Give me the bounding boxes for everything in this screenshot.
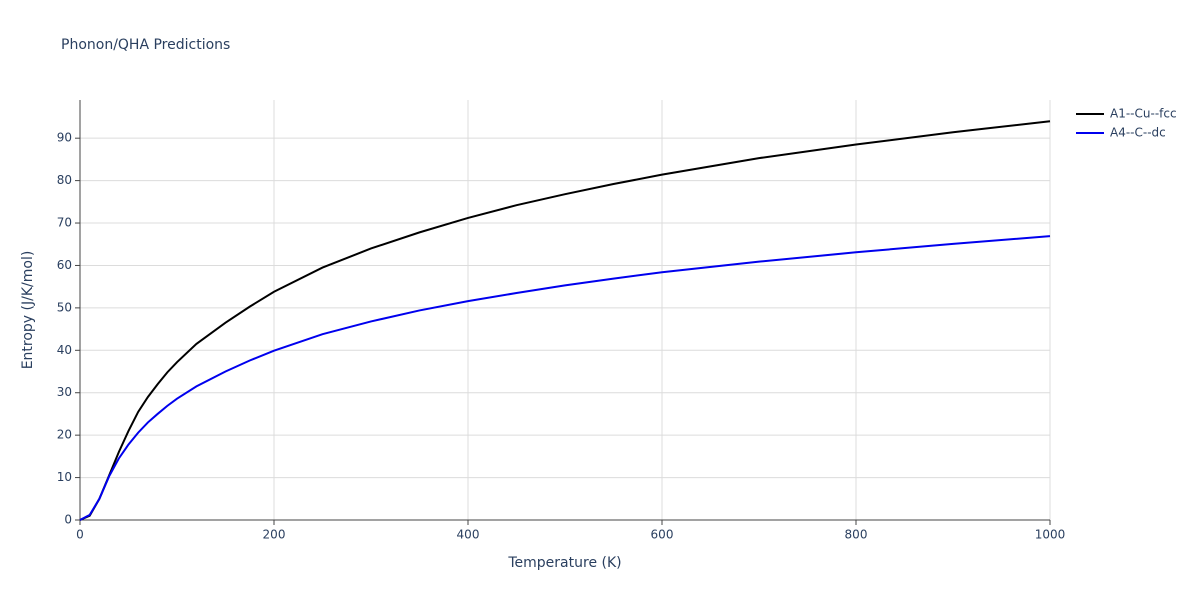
x-tick-label: 800 [845,528,868,542]
x-tick-label: 0 [76,528,84,542]
y-tick-label: 0 [64,513,72,527]
y-tick-label: 80 [57,173,72,187]
x-tick-label: 200 [263,528,286,542]
x-axis-title: Temperature (K) [507,555,621,571]
chart-title: Phonon/QHA Predictions [61,37,230,53]
y-tick-label: 90 [57,131,72,145]
y-tick-label: 50 [57,300,72,314]
y-axis-title: Entropy (J/K/mol) [20,251,36,370]
y-tick-label: 60 [57,258,72,272]
x-tick-label: 400 [457,528,480,542]
x-tick-label: 600 [651,528,674,542]
series-line [79,235,1051,521]
legend-label: A4--C--dc [1110,126,1166,140]
series-line [79,120,1051,521]
y-tick-label: 30 [57,385,72,399]
y-tick-label: 10 [57,470,72,484]
y-tick-label: 20 [57,428,72,442]
y-tick-label: 40 [57,343,72,357]
legend-label: A1--Cu--fcc [1110,107,1177,121]
x-tick-label: 1000 [1035,528,1066,542]
y-tick-label: 70 [57,216,72,230]
